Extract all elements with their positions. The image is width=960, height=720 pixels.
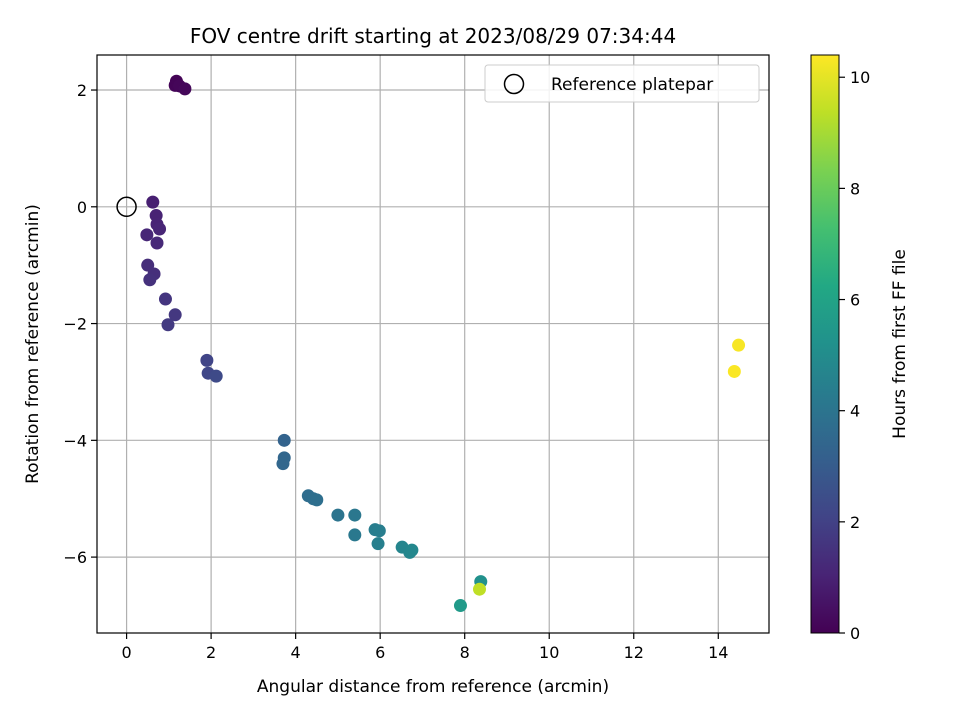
x-axis-ticks: 0 2 4 6 8 10 12 14 [121,633,728,662]
data-point [161,318,175,332]
grid [97,55,769,633]
colorbar-tick-label: 4 [850,402,860,421]
data-point [310,493,324,507]
colorbar-label: Hours from first FF file [890,249,910,439]
x-tick-label: 2 [206,643,216,662]
data-point [200,353,214,367]
data-point [143,273,157,287]
x-tick-label: 0 [121,643,131,662]
y-axis-label: Rotation from reference (arcmin) [23,204,43,484]
y-tick-label: −6 [63,548,87,567]
reference-point [116,196,137,218]
legend-box [484,64,760,103]
colorbar-tick-label: 6 [850,291,860,310]
data-point [140,228,154,242]
legend-label-reference-platepar: Reference platepar [551,75,713,95]
data-point [168,308,182,322]
data-point [348,508,362,522]
legend: Reference platepar [484,64,760,103]
data-point [276,457,290,471]
y-tick-label: −2 [63,315,87,334]
data-point [732,338,746,352]
y-tick-label: −4 [63,431,87,450]
plot-frame [96,54,770,634]
colorbar-tick-label: 8 [850,179,860,198]
data-point [331,508,345,522]
data-point [153,222,167,236]
x-tick-label: 8 [460,643,470,662]
data-point [178,82,192,96]
data-point [371,537,385,551]
y-tick-label: 0 [77,198,87,217]
data-point [146,195,160,209]
y-tick-label: 2 [77,81,87,100]
x-tick-label: 10 [539,643,559,662]
colorbar-tick-label: 2 [850,513,860,532]
data-point [158,292,172,306]
colorbar-gradient [810,54,840,634]
data-point [472,582,486,596]
x-axis-label: Angular distance from reference (arcmin) [257,677,609,697]
y-axis-ticks: −6 −4 −2 0 2 [63,81,97,567]
colorbar-tick-label: 0 [850,624,860,643]
data-point [372,524,386,538]
data-point [277,433,291,447]
reference-marker [116,196,137,218]
data-point [405,543,419,557]
legend-marker-reference-platepar [503,73,525,95]
data-point [348,528,362,542]
colorbar-tick-label: 10 [850,68,870,87]
data-point [150,236,164,250]
data-point [453,599,467,613]
colorbar: 0 2 4 6 8 10 Hours from first FF file [810,54,910,643]
data-points [140,74,746,613]
x-tick-label: 6 [375,643,385,662]
data-point [209,369,223,383]
x-tick-label: 14 [708,643,728,662]
x-tick-label: 4 [291,643,301,662]
colorbar-ticks: 0 2 4 6 8 10 [839,68,870,643]
data-point [727,364,741,378]
x-tick-label: 12 [624,643,644,662]
chart-title: FOV centre drift starting at 2023/08/29 … [190,24,676,48]
